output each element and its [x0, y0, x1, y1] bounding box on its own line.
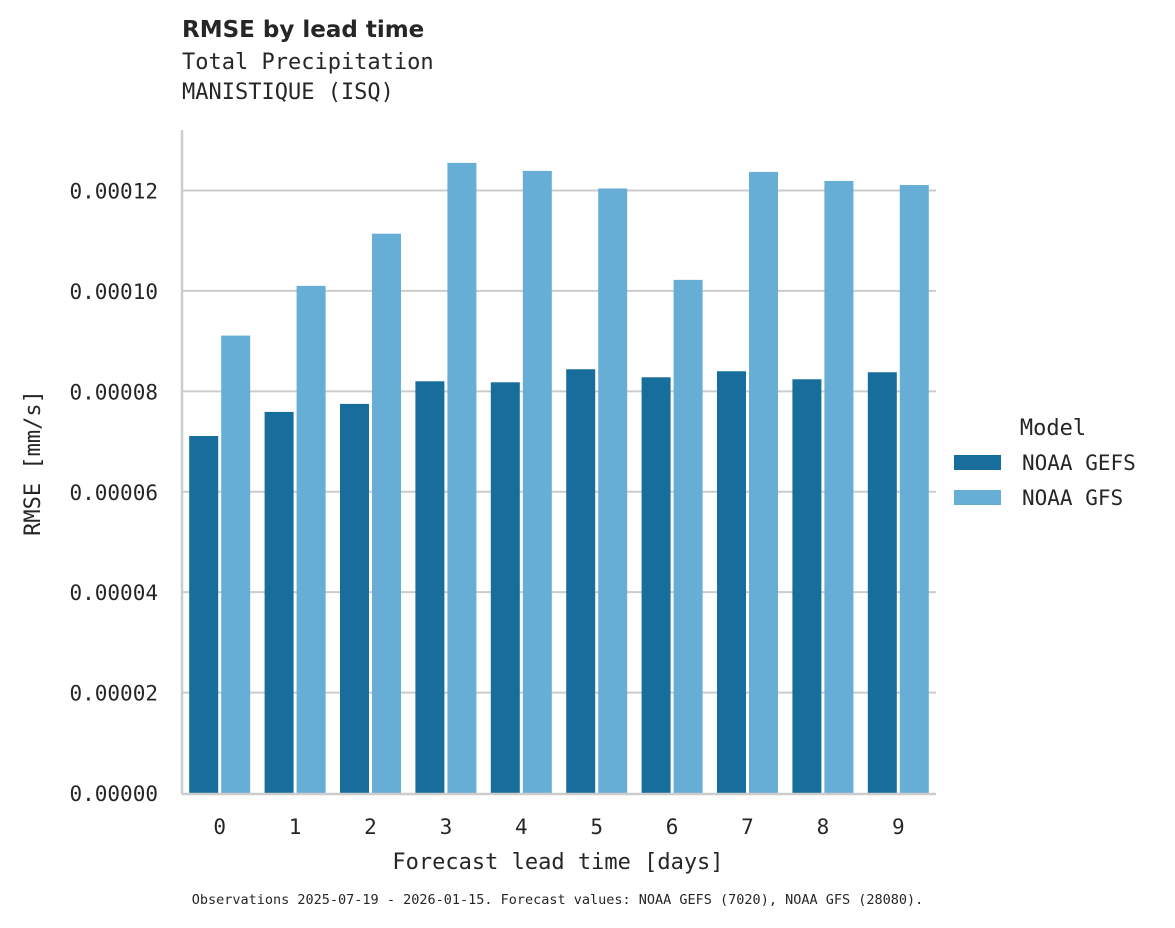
- chart-title: RMSE by lead time: [182, 17, 425, 43]
- legend-title: Model: [1020, 416, 1086, 441]
- x-tick-label: 3: [440, 815, 453, 839]
- bar-noaa-gfs-6: [673, 279, 703, 793]
- bar-noaa-gfs-4: [522, 170, 552, 793]
- bar-noaa-gfs-9: [899, 184, 929, 794]
- x-axis-label: Forecast lead time [days]: [392, 850, 723, 875]
- x-tick-label: 4: [515, 815, 528, 839]
- bar-noaa-gefs-2: [340, 403, 369, 793]
- chart-subtitle-variable: Total Precipitation: [182, 50, 434, 75]
- legend-label: NOAA GEFS: [1022, 451, 1136, 475]
- x-tick-label: 7: [741, 815, 754, 839]
- bar-noaa-gfs-1: [296, 285, 326, 793]
- legend-swatch: [954, 455, 1001, 470]
- bar-noaa-gefs-7: [717, 371, 746, 793]
- x-tick-label: 2: [364, 815, 377, 839]
- y-tick-labels: 0.00000 0.00002 0.00004 0.00006 0.00008 0.000…: [69, 180, 158, 807]
- bar-noaa-gfs-5: [598, 188, 628, 793]
- bar-noaa-gefs-3: [415, 381, 445, 793]
- bar-noaa-gefs-1: [264, 411, 294, 793]
- x-tick-label: 8: [817, 815, 830, 839]
- bar-noaa-gefs-6: [641, 377, 671, 793]
- x-tick-label: 9: [892, 815, 905, 839]
- x-tick-label: 0: [213, 815, 226, 839]
- legend-swatch: [954, 490, 1001, 505]
- y-tick-label: 0.00000: [69, 782, 158, 806]
- bar-noaa-gfs-2: [372, 233, 401, 793]
- bar-noaa-gefs-5: [566, 369, 596, 793]
- x-tick-label: 6: [666, 815, 679, 839]
- bar-noaa-gefs-0: [189, 436, 219, 793]
- gridlines: [182, 189, 936, 694]
- legend: Model NOAA GEFS NOAA GFS: [954, 416, 1136, 510]
- x-tick-labels: 0 1 2 3 4 5 6 7 8 9: [213, 815, 904, 839]
- y-tick-label: 0.00008: [69, 380, 158, 404]
- bar-noaa-gfs-0: [221, 335, 251, 793]
- y-axis-label: RMSE [mm/s]: [21, 390, 46, 536]
- y-tick-label: 0.00006: [69, 481, 158, 505]
- legend-label: NOAA GFS: [1022, 486, 1123, 510]
- bars: [189, 162, 929, 794]
- bar-noaa-gfs-3: [447, 162, 477, 793]
- y-tick-label: 0.00002: [69, 682, 158, 706]
- y-tick-label: 0.00004: [69, 581, 158, 605]
- y-tick-label: 0.00010: [69, 280, 158, 304]
- bar-noaa-gefs-4: [490, 382, 520, 793]
- y-tick-label: 0.00012: [69, 180, 158, 204]
- bar-noaa-gfs-7: [749, 171, 778, 793]
- chart-subtitle-station: MANISTIQUE (ISQ): [182, 80, 394, 105]
- bar-noaa-gfs-8: [824, 180, 854, 793]
- x-tick-label: 1: [289, 815, 302, 839]
- x-tick-label: 5: [590, 815, 603, 839]
- bar-noaa-gefs-9: [867, 372, 897, 793]
- footnote: Observations 2025-07-19 - 2026-01-15. Fo…: [191, 892, 924, 908]
- bar-noaa-gefs-8: [792, 379, 822, 793]
- axes: [180, 130, 936, 796]
